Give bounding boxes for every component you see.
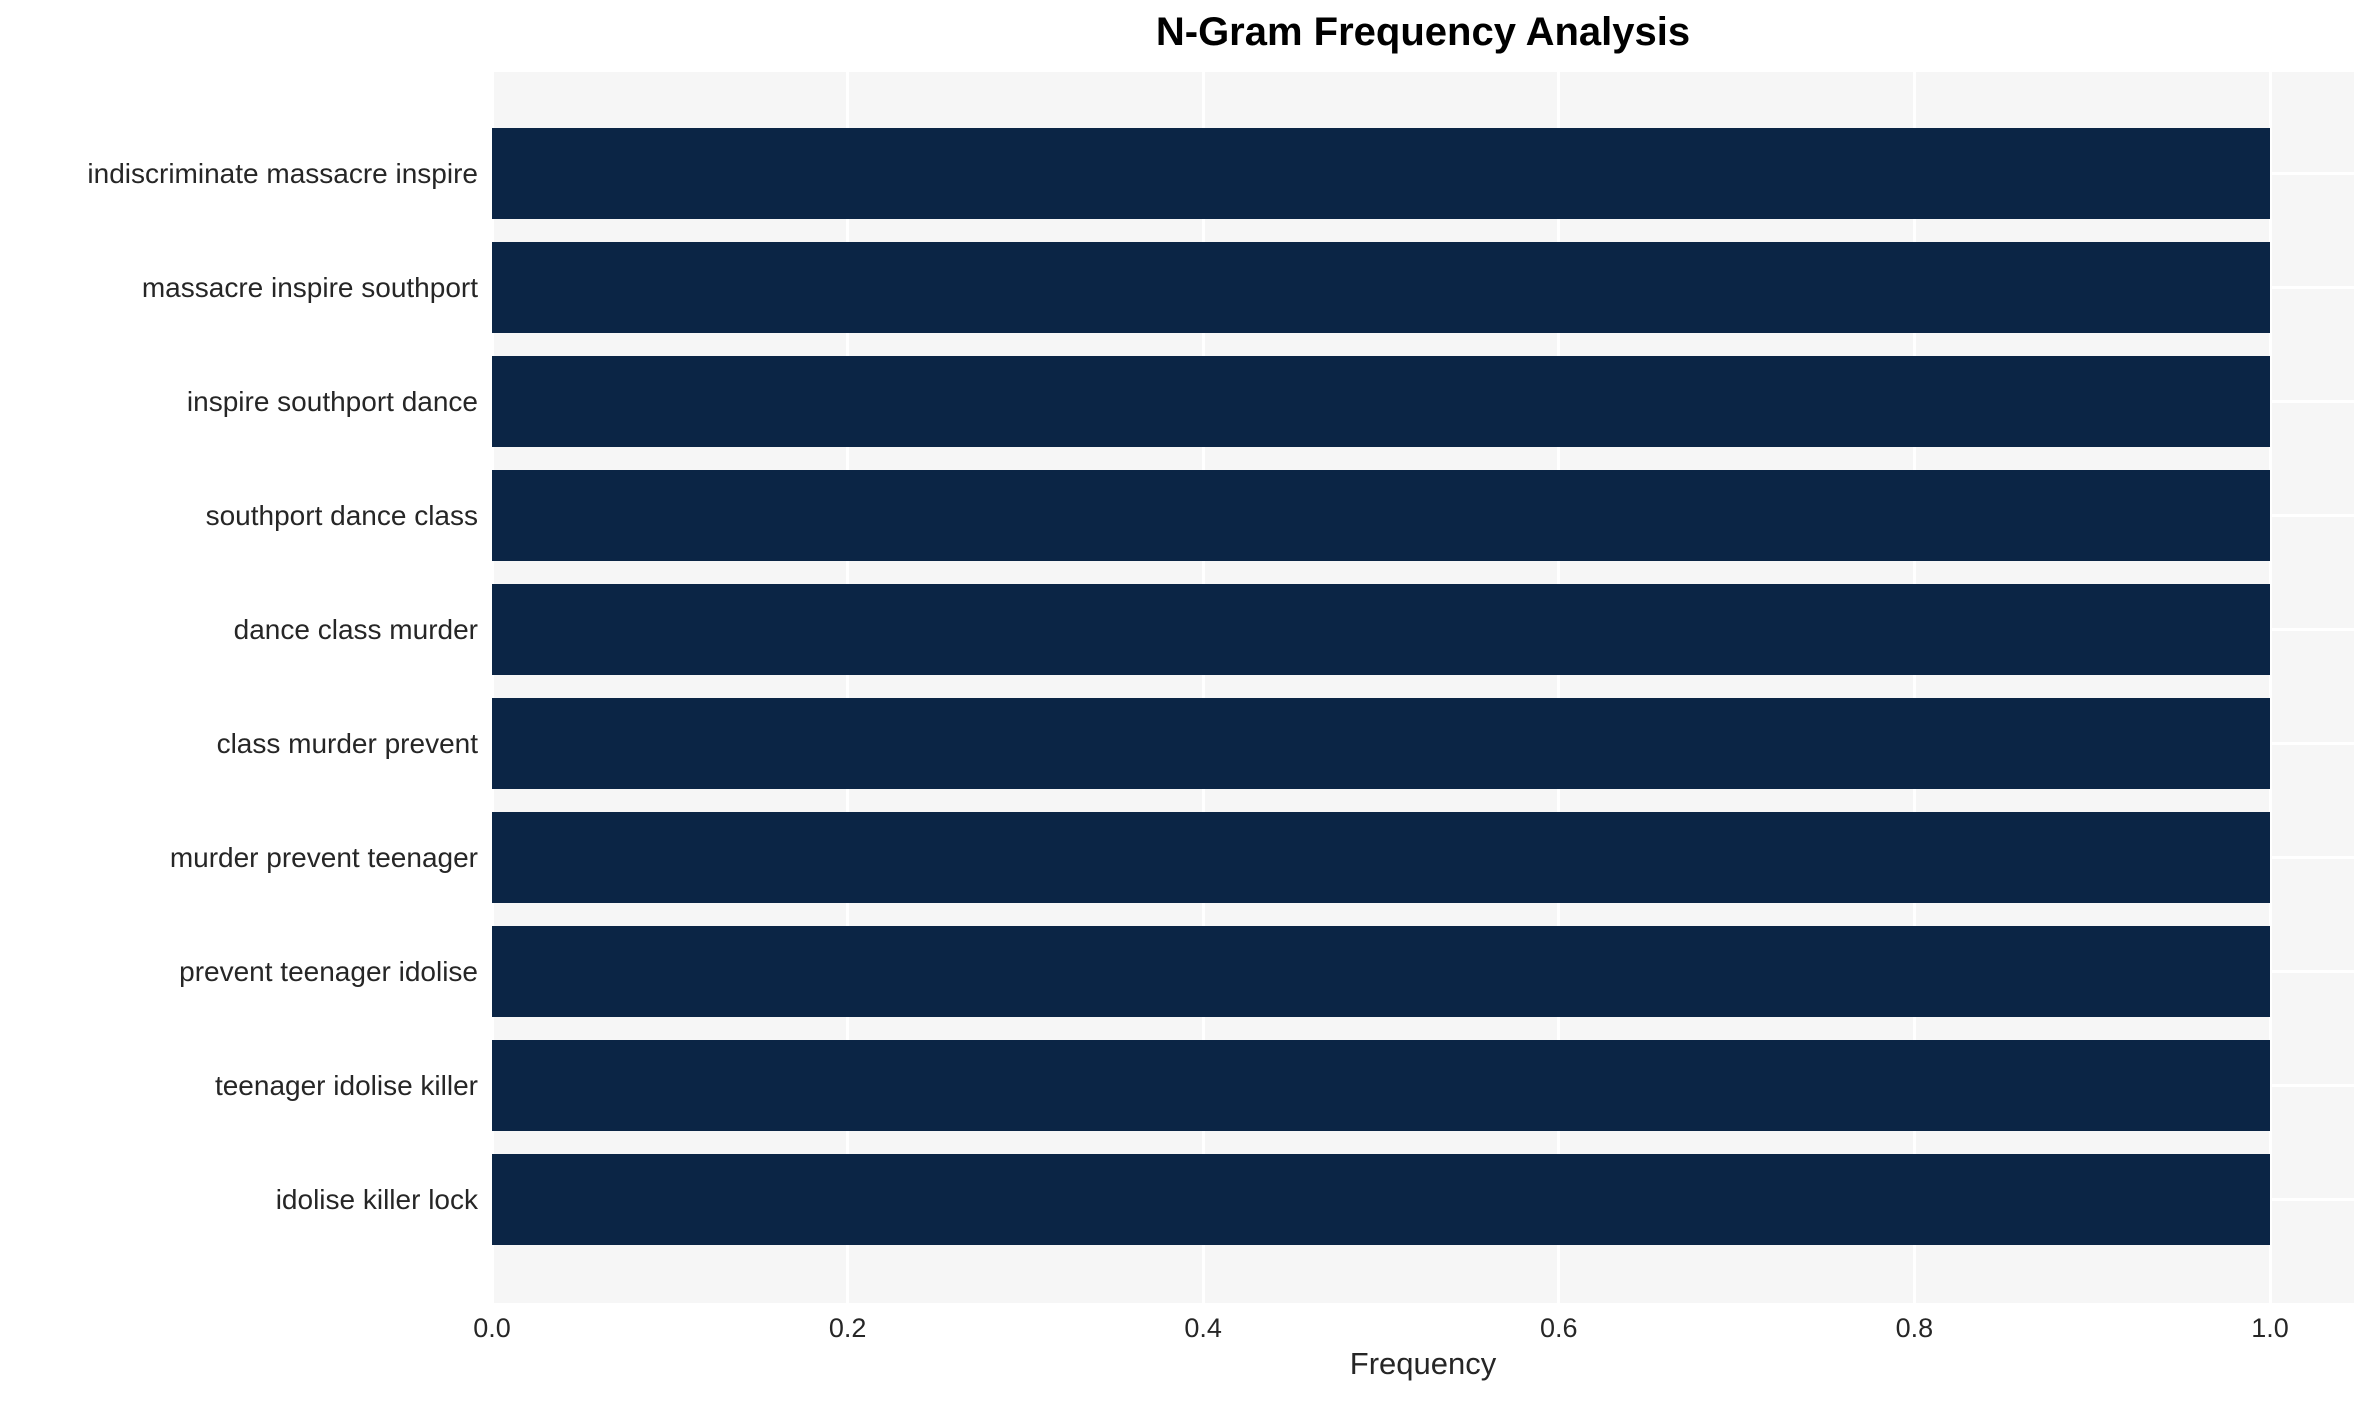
chart-title: N-Gram Frequency Analysis (1155, 10, 1691, 54)
bar-7 (492, 812, 2270, 903)
x-axis-label: Frequency (1349, 1346, 1497, 1381)
x-tick-label: 0.6 (1540, 1313, 1578, 1343)
x-tick-label: 0.4 (1184, 1313, 1222, 1343)
bar-1 (492, 128, 2270, 219)
y-tick-label: inspire southport dance (186, 385, 478, 417)
x-tick-label: 1.0 (2251, 1313, 2289, 1343)
y-tick-label: dance class murder (233, 613, 478, 645)
bar-10 (492, 1154, 2270, 1245)
bar-2 (492, 242, 2270, 333)
bar-3 (492, 356, 2270, 447)
x-tick-label: 0.8 (1895, 1313, 1934, 1343)
bar-5 (492, 584, 2270, 675)
y-tick-label: southport dance class (205, 499, 478, 531)
y-tick-label: murder prevent teenager (169, 841, 478, 873)
x-tick-label: 0.2 (828, 1313, 867, 1343)
y-tick-label: massacre inspire southport (141, 271, 478, 303)
x-gridline (1557, 72, 1561, 1303)
x-gridline (492, 72, 494, 1303)
bar-9 (492, 1040, 2270, 1131)
y-tick-label: class murder prevent (216, 727, 478, 759)
y-tick-label: teenager idolise killer (214, 1069, 478, 1101)
x-gridline (1201, 72, 1205, 1303)
bar-6 (492, 698, 2270, 789)
bar-8 (492, 926, 2270, 1017)
x-tick-label: 0.0 (473, 1313, 511, 1343)
y-tick-label: idolise killer lock (275, 1183, 478, 1215)
y-tick-label: prevent teenager idolise (179, 955, 478, 987)
plot-area (492, 72, 2354, 1303)
x-gridline (846, 72, 850, 1303)
x-gridline (2268, 72, 2272, 1303)
bar-4 (492, 470, 2270, 561)
y-tick-label: indiscriminate massacre inspire (87, 157, 478, 189)
x-gridline (1912, 72, 1916, 1303)
